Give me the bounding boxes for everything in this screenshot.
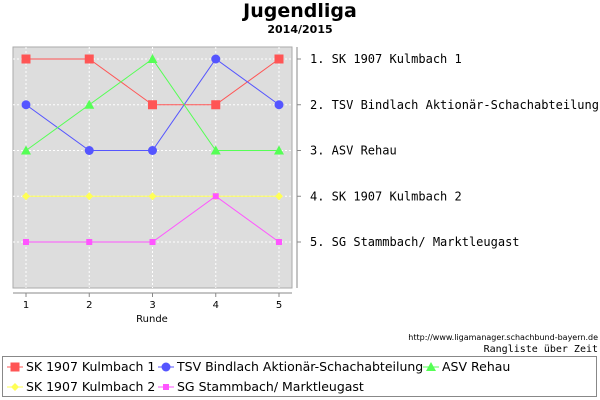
rank-label: 4. SK 1907 Kulmbach 2 — [310, 189, 462, 203]
rank-label: 5. SG Stammbach/ Marktleugast — [310, 235, 520, 249]
legend-marker — [11, 382, 19, 391]
data-point — [23, 239, 29, 245]
legend-label: SG Stammbach/ Marktleugast — [177, 379, 364, 394]
data-point — [86, 239, 93, 245]
legend-label: SK 1907 Kulmbach 1 — [26, 359, 156, 374]
x-tick-label: 4 — [213, 300, 219, 311]
data-point — [148, 192, 157, 201]
data-point — [211, 100, 221, 110]
legend-marker — [10, 362, 20, 371]
source-url[interactable]: http://www.ligamanager.schachbund-bayern… — [408, 333, 598, 342]
data-point — [210, 145, 221, 155]
x-tick-label: 5 — [276, 300, 282, 311]
chart: 1 2 3 4 5 Runde 1. SK 1907 Kulmbach 1 2. TSV Bi… — [12, 46, 599, 325]
data-point — [21, 54, 31, 64]
x-tick-label: 2 — [86, 300, 92, 311]
legend-item: TSV Bindlach Aktionär-Schachabteilung — [158, 359, 423, 374]
data-point — [84, 54, 94, 64]
data-point — [22, 192, 30, 201]
chart-caption: Rangliste über Zeit — [483, 344, 598, 355]
data-point — [274, 54, 284, 64]
data-point — [212, 193, 219, 200]
data-point — [274, 145, 284, 155]
legend: SK 1907 Kulmbach 1 TSV Bindlach Aktionär-… — [2, 356, 597, 397]
legend-marker-icon — [7, 362, 23, 371]
rank-label: 2. TSV Bindlach Aktionär-Schachabteilung — [310, 98, 599, 112]
rank-label: 3. ASV Rehau — [310, 144, 397, 158]
data-point — [276, 239, 282, 245]
data-point — [149, 239, 156, 245]
legend-item: ASV Rehau — [423, 359, 510, 374]
legend-label: ASV Rehau — [442, 359, 511, 374]
legend-marker-icon — [158, 362, 174, 371]
data-point — [211, 54, 221, 64]
legend-label: SK 1907 Kulmbach 2 — [26, 379, 156, 394]
legend-label: TSV Bindlach Aktionär-Schachabteilung — [177, 359, 424, 374]
chart-subtitle: 2014/2015 — [267, 23, 333, 36]
legend-marker — [426, 361, 436, 371]
legend-marker-icon — [7, 382, 23, 391]
legend-marker-icon — [423, 361, 439, 371]
rank-label: 1. SK 1907 Kulmbach 1 — [310, 52, 462, 66]
legend-marker — [161, 362, 171, 371]
data-point — [275, 192, 283, 201]
data-point — [148, 146, 157, 155]
data-point — [148, 100, 157, 110]
legend-item: SK 1907 Kulmbach 2 — [7, 379, 155, 394]
data-point — [147, 54, 158, 63]
data-point — [84, 99, 95, 109]
data-point — [274, 100, 284, 110]
legend-marker — [163, 383, 169, 390]
legend-item: SK 1907 Kulmbach 1 — [7, 359, 155, 374]
x-axis-label: Runde — [136, 314, 168, 325]
data-point — [21, 145, 31, 155]
data-point — [85, 192, 94, 201]
x-tick-label: 3 — [149, 300, 155, 311]
data-point — [84, 146, 94, 155]
chart-title: Jugendliga — [243, 0, 357, 22]
legend-marker-icon — [158, 383, 174, 390]
x-tick-label: 1 — [23, 300, 29, 311]
legend-item: SG Stammbach/ Marktleugast — [158, 379, 364, 394]
data-point — [21, 100, 31, 110]
